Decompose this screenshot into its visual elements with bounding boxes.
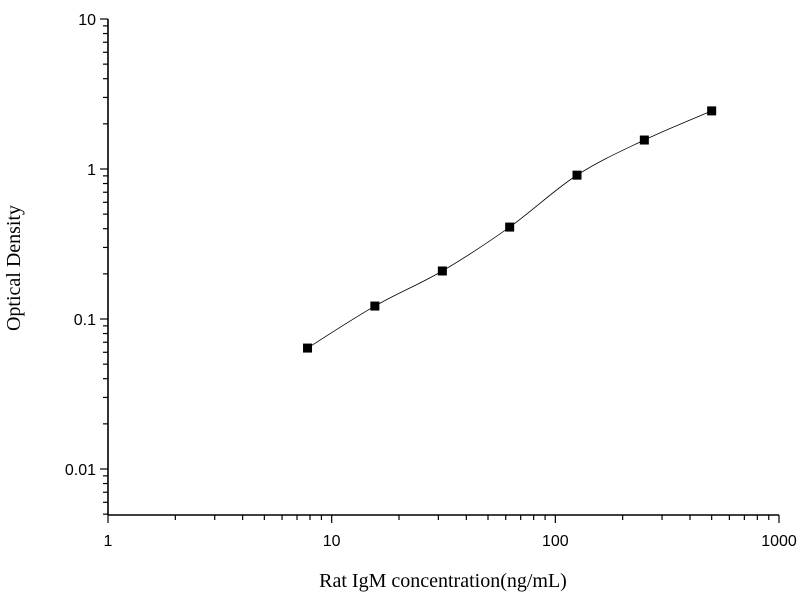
axes [107,19,779,516]
data-point [639,135,649,145]
data-points [303,106,717,353]
x-tick-label: 10 [323,533,341,550]
y-tick-label: 0.01 [65,462,96,479]
x-axis-title: Rat IgM concentration(ng/mL) [319,570,567,592]
data-point [370,301,380,311]
ticks: 1 10 100 1000 0.01 0.1 1 10 [65,12,797,550]
y-tick-label: 0.1 [74,312,96,329]
x-tick-label: 1 [104,533,113,550]
data-point [303,343,313,353]
data-point [437,266,447,276]
x-tick-label: 100 [542,533,569,550]
y-tick-label: 10 [78,12,96,29]
y-tick-label: 1 [87,162,96,179]
data-point [505,222,515,232]
data-point [572,170,582,180]
x-tick-label: 1000 [761,533,797,550]
data-point [707,106,717,116]
y-axis-title: Optical Density [3,205,25,331]
